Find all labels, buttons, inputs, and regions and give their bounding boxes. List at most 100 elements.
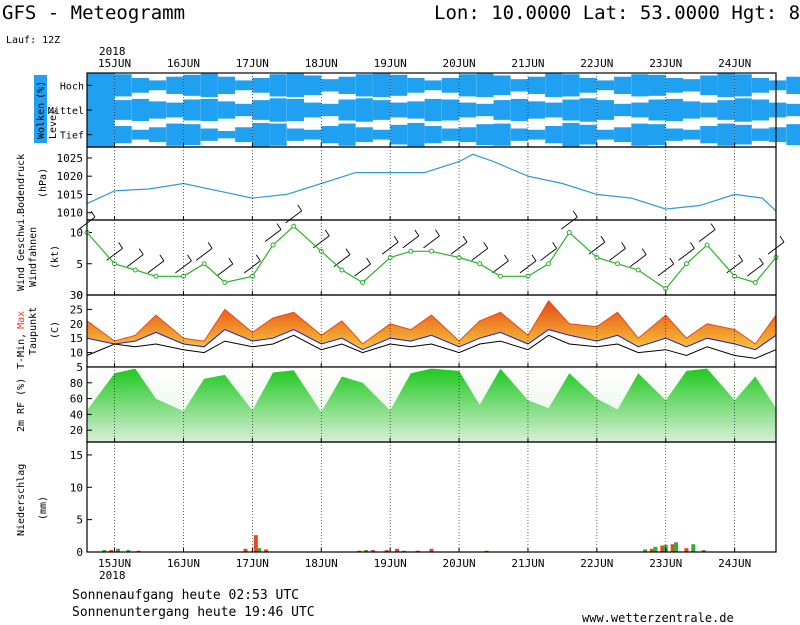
wind-barb (187, 254, 192, 262)
precip-bar-konvektiv (670, 544, 675, 552)
wind-barb (255, 254, 261, 262)
day-label-top: 19JUN (374, 57, 407, 70)
cloud-cell (183, 74, 201, 96)
wind-speed-point (477, 261, 483, 267)
day-label-top: 24JUN (718, 57, 751, 70)
wind-barb (492, 260, 509, 274)
wind-barb (504, 254, 509, 262)
day-labels-bottom: 15JUN 16JUN 17JUN 18JUN 19JUN 20JUN 21JUN 22JUN… (98, 557, 751, 570)
wind-panel: 0 5 10 Wind Geschwi. Windfahnen (kt) (16, 204, 785, 302)
precip-bar-konvektiv (384, 550, 389, 552)
wind-barb (678, 248, 695, 261)
cloud-cell (390, 74, 408, 96)
cloud-cell (235, 127, 253, 143)
cloud-cell (734, 74, 752, 97)
cloud-cell (441, 128, 460, 141)
wind-barb (414, 229, 420, 237)
clouds-level-ylabel: Level (48, 109, 59, 139)
cloud-cell (235, 80, 253, 91)
wind-frame (86, 219, 777, 296)
wind-barb (435, 229, 440, 237)
cloud-level-label: Hoch (60, 81, 84, 92)
precip-bar-konvektiv (684, 548, 689, 552)
wind-speed-point (752, 280, 758, 285)
tmin-ylabel: T-Min,Max (16, 311, 27, 369)
wind-barb (216, 263, 234, 277)
cloud-cell (700, 126, 718, 144)
wind-speed-point (153, 273, 159, 279)
temperature-tick-label: 25 (70, 303, 83, 316)
wind-speed-point (683, 261, 689, 267)
humidity-grid (114, 367, 736, 442)
wind-barb (126, 254, 144, 267)
cloud-cell (786, 103, 800, 117)
wind-barb (147, 260, 165, 274)
wind-barb (450, 241, 468, 255)
cloud-cell (510, 98, 528, 122)
day-label-top: 21JUN (511, 57, 544, 70)
wind-barb (552, 242, 558, 249)
cloud-cell (424, 126, 442, 144)
wind-barb (285, 210, 302, 224)
cloud-cell (545, 102, 563, 118)
wind-barb (462, 235, 468, 243)
humidity-ylabel: 2m RF (%) (16, 378, 27, 432)
year-label-bottom: 2018 (99, 569, 126, 582)
day-label-top: 23JUN (649, 57, 682, 70)
wind-barb (669, 257, 675, 265)
cloud-cell (545, 126, 563, 144)
wind-barb (779, 235, 785, 243)
precip-bar-konvektiv (264, 549, 269, 552)
wind-grid (114, 220, 736, 295)
wind-speed-point (635, 267, 641, 273)
cloud-cell (562, 122, 580, 147)
cloud-cell (217, 76, 236, 94)
clouds-label-bg (34, 75, 47, 143)
wind-barb (747, 263, 764, 277)
wind-barb (519, 260, 537, 274)
cloud-cell (200, 73, 218, 98)
pressure-panel: 1010 1015 1020 1025 Bodendruck (hPa) (16, 152, 777, 220)
cloud-cell (131, 129, 150, 140)
day-labels-top: 15JUN 16JUN 17JUN 18JUN 19JUN 20JUN 21JUN 22JUN… (98, 57, 751, 70)
cloud-cell (751, 128, 770, 141)
cloud-cell (682, 129, 701, 140)
wind-barb (657, 263, 675, 277)
website-link[interactable]: www.wetterzentrale.de (582, 611, 734, 625)
cloud-cell (734, 98, 752, 122)
cloud-cell (355, 98, 373, 122)
temperature-tick-label: 5 (76, 361, 83, 374)
cloud-cell (476, 124, 494, 146)
cloud-level-label: Mittel (48, 106, 84, 117)
wind-tick-label: 0 (76, 289, 83, 302)
precip-bar-konvektiv (395, 548, 400, 552)
precip-tick-label: 15 (70, 449, 83, 462)
day-label-top: 20JUN (442, 57, 475, 70)
wind-speed-point (546, 261, 552, 267)
cloud-cell (682, 101, 701, 119)
cloud-cell (769, 102, 787, 118)
cloud-cell (631, 102, 649, 118)
cloud-cell (286, 128, 305, 141)
day-label-bottom: 21JUN (511, 557, 544, 570)
cloud-cell (200, 128, 218, 141)
cloud-cell (682, 79, 701, 92)
cloud-cell (717, 123, 735, 146)
cloud-cell (614, 127, 632, 143)
wind-barb (354, 263, 371, 277)
cloud-cell (131, 77, 150, 93)
wind-speed-point (615, 261, 621, 267)
cloud-cell (131, 98, 150, 122)
clouds-grid (114, 73, 736, 147)
cloud-cell (269, 123, 287, 146)
cloud-cell (252, 100, 270, 120)
wind-barb (195, 248, 213, 261)
cloud-cell (372, 100, 391, 120)
cloud-cell (252, 77, 270, 93)
cloud-cell (545, 73, 563, 98)
cloud-cell (321, 79, 339, 92)
cloud-cell (476, 103, 494, 117)
cloud-cell (338, 76, 356, 94)
wind-barb (698, 229, 716, 242)
taupunkt-ylabel: Taupunkt (28, 307, 39, 355)
